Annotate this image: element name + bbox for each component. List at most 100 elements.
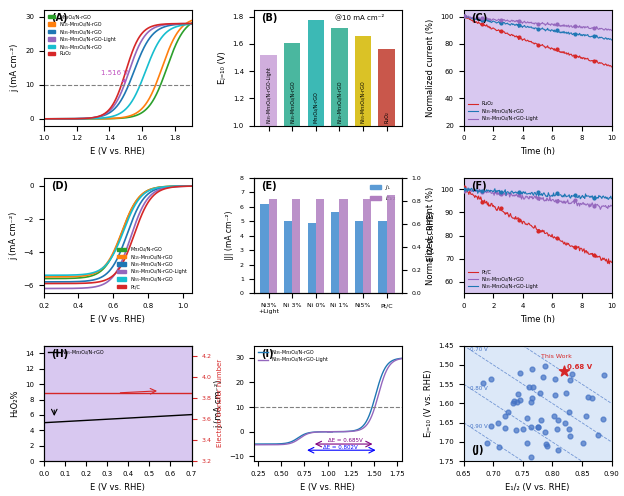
Pt/C (466, 188, 474, 194)
Point (496, 16, 506, 24)
RuO₂ (460, 13, 467, 19)
Point (552, 234, 562, 242)
Point (533, 188, 543, 196)
Text: Ni₁₅-Mn₃O₄/N-rGO: Ni₁₅-Mn₃O₄/N-rGO (337, 80, 342, 123)
Ni₃₅-Mn₃O₄/N-rGO-Light (488, 17, 495, 23)
Text: 0.90 V: 0.90 V (469, 425, 487, 430)
Point (549, 412, 559, 420)
Text: (E): (E) (261, 181, 276, 191)
Point (581, 412, 591, 420)
Point (503, 408, 513, 416)
Point (578, 439, 588, 447)
Ni₃₅-Mn₃O₄/N-rGO (460, 188, 467, 194)
Point (494, 443, 504, 451)
Text: 1.516 V: 1.516 V (101, 69, 129, 82)
Line: Ni₃₅-Mn₃O₄/N-rGO-Light: Ni₃₅-Mn₃O₄/N-rGO-Light (464, 16, 612, 30)
Legend: Ni₃₅-Mn₃O₄/N-rGO, Ni₃₅-Mn₃O₄/N-rGO-Light: Ni₃₅-Mn₃O₄/N-rGO, Ni₃₅-Mn₃O₄/N-rGO-Light (256, 348, 331, 364)
Bar (339, 198, 348, 294)
Pt/C (469, 191, 476, 197)
Point (561, 389, 571, 397)
Point (564, 408, 574, 416)
Pt/C (499, 208, 507, 214)
Point (459, 12, 469, 20)
Point (538, 373, 548, 381)
Point (588, 32, 598, 40)
Ni₃₅-Mn₃O₄/N-rGO (394, 356, 402, 362)
Point (459, 186, 469, 193)
Bar (354, 37, 371, 125)
Point (552, 197, 562, 205)
RuO₂ (466, 16, 474, 22)
Ni₃₅-Mn₃O₄/N-rGO (608, 37, 615, 43)
RuO₂ (469, 17, 476, 23)
Point (477, 14, 487, 22)
Text: (D): (D) (51, 181, 68, 191)
X-axis label: E (V vs. RHE): E (V vs. RHE) (300, 483, 355, 492)
Point (511, 426, 521, 434)
RuO₂ (600, 62, 608, 68)
Point (459, 187, 469, 195)
Pt/C (460, 185, 467, 190)
Bar (331, 212, 339, 294)
Ni₃₅-Mn₃O₄/N-rGO-Light (460, 13, 467, 19)
Bar (308, 223, 316, 294)
Ni₃₅-Mn₃O₄/N-rGO (596, 204, 603, 210)
Ni₃₅-Mn₃O₄/N-rGO-Light (344, 429, 351, 434)
Point (588, 194, 598, 202)
Ni₃₅-Mn₃O₄/N-rGO-Light (470, 188, 477, 194)
Ni₃₅-Mn₃O₄/N-rGO-Light (596, 193, 603, 199)
Point (570, 52, 580, 60)
Point (496, 27, 506, 35)
Ni₃₅-Mn₃O₄/N-rGO (74, 418, 82, 424)
Point (565, 375, 575, 383)
Y-axis label: j (mA cm⁻²): j (mA cm⁻²) (9, 211, 18, 260)
Point (477, 198, 487, 206)
Y-axis label: E (V vs. RHE): E (V vs. RHE) (427, 211, 436, 260)
Point (496, 204, 506, 212)
Ni₃₅-Mn₃O₄/N-rGO-Light (596, 25, 603, 31)
RuO₂ (608, 64, 615, 70)
Point (587, 394, 597, 402)
Ni₃₅-Mn₃O₄/N-rGO (500, 19, 507, 25)
Text: (C): (C) (471, 13, 487, 23)
Bar (331, 28, 348, 125)
Point (515, 396, 525, 404)
Legend: Mn₃O₄/N-rGO, Ni₁₅-Mn₃O₄/N-rGO, Ni₃₅-Mn₃O₄/N-rGO, Ni₃₅-Mn₃O₄/N-rGO-Light, Ni₅₅-Mn: Mn₃O₄/N-rGO, Ni₁₅-Mn₃O₄/N-rGO, Ni₃₅-Mn₃O… (115, 245, 189, 291)
Ni₃₅-Mn₃O₄/N-rGO (602, 202, 609, 208)
Legend: Mn₃O₄/N-rGO, Ni₁₅-Mn₃O₄/N-rGO, Ni₃₅-Mn₃O₄/N-rGO, Ni₃₅-Mn₃O₄/N-rGO-Light, Ni₅₅-Mn: Mn₃O₄/N-rGO, Ni₁₅-Mn₃O₄/N-rGO, Ni₃₅-Mn₃O… (46, 12, 118, 59)
Ni₃₅-Mn₃O₄/N-rGO-Light (394, 357, 402, 363)
Point (552, 45, 562, 53)
Point (565, 432, 575, 439)
Point (522, 414, 532, 422)
Point (524, 383, 534, 391)
Point (536, 416, 546, 424)
Text: (H): (H) (51, 349, 68, 359)
Point (599, 371, 609, 378)
Bar (378, 221, 386, 294)
Point (550, 391, 560, 399)
RuO₂ (487, 26, 495, 32)
Y-axis label: Eⱼ₌₁₀ (V): Eⱼ₌₁₀ (V) (218, 52, 227, 84)
Ni₃₅-Mn₃O₄/N-rGO (608, 203, 615, 209)
Point (535, 389, 545, 397)
X-axis label: E (V vs. RHE): E (V vs. RHE) (90, 147, 145, 156)
Ni₃₅-Mn₃O₄/N-rGO (601, 36, 608, 42)
Point (567, 370, 577, 377)
Point (485, 375, 495, 383)
Point (486, 422, 496, 430)
Ni₃₅-Mn₃O₄/N-rGO-Light (324, 429, 331, 434)
Ni₃₅-Mn₃O₄/N-rGO (397, 355, 405, 361)
Ni₃₅-Mn₃O₄/N-rGO (338, 429, 345, 434)
Bar (316, 198, 324, 294)
X-axis label: Time (h): Time (h) (520, 315, 555, 324)
Point (570, 196, 580, 204)
Ni₃₅-Mn₃O₄/N-rGO-Light (601, 26, 608, 32)
Ni₃₅-Mn₃O₄/N-rGO (324, 429, 331, 434)
Bar (308, 20, 324, 125)
Point (494, 419, 504, 427)
Point (540, 363, 550, 371)
Text: @10 mA cm⁻²: @10 mA cm⁻² (335, 13, 384, 20)
Pt/C (605, 261, 613, 267)
Text: Mn₃O₄/N-rGO: Mn₃O₄/N-rGO (313, 91, 318, 123)
Point (500, 424, 510, 432)
